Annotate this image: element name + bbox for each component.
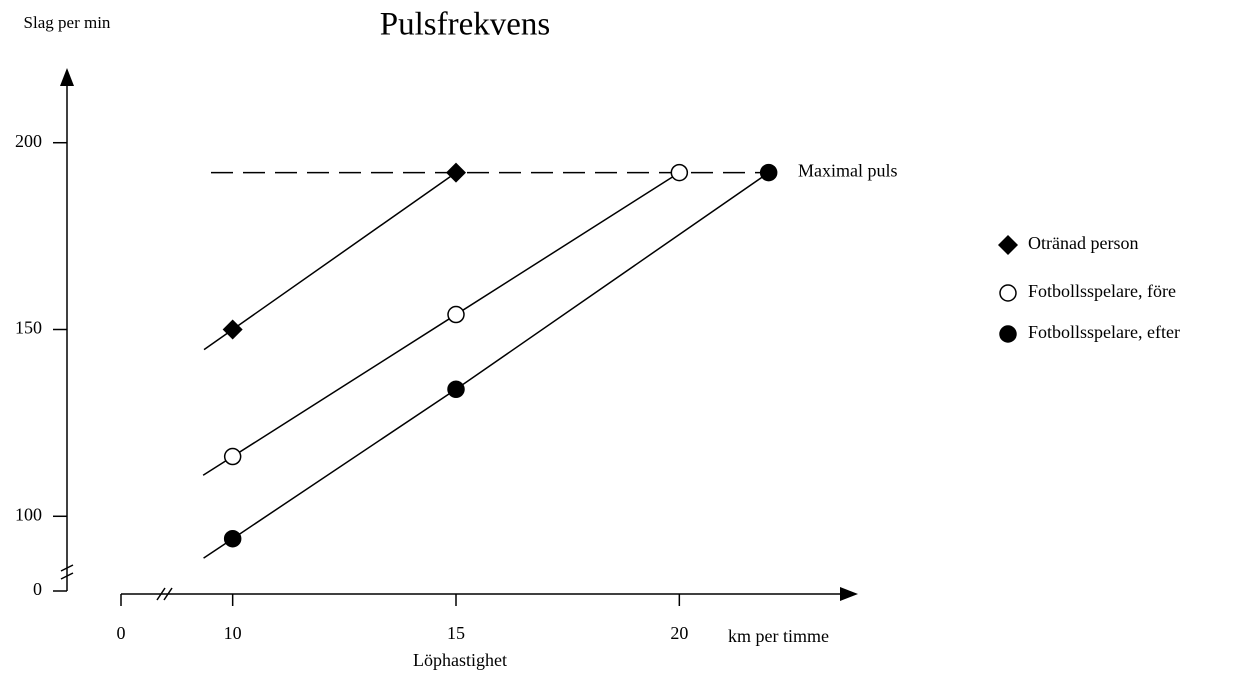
legend-marker — [999, 284, 1017, 302]
data-point — [670, 163, 689, 182]
y-tick-label: 200 — [15, 131, 42, 151]
x-tick-label: 10 — [224, 623, 242, 643]
y-axis-label: Slag per min — [23, 13, 111, 32]
series-line — [202, 171, 680, 476]
legend-label: Fotbollsspelare, efter — [1028, 322, 1180, 342]
x-axis-arrow — [840, 587, 858, 601]
data-point — [759, 163, 778, 182]
y-tick-label: 100 — [15, 504, 42, 524]
series-line — [203, 171, 457, 351]
axis-break — [163, 587, 173, 601]
legend-label: Otränad person — [1028, 233, 1138, 253]
reference-label: Maximal puls — [798, 161, 898, 181]
legend-marker — [998, 235, 1018, 255]
data-point — [447, 305, 465, 324]
y-axis-arrow — [60, 68, 74, 86]
x-axis-unit: km per timme — [728, 626, 829, 646]
axis-break — [60, 564, 74, 572]
data-point — [223, 529, 242, 548]
chart-title: Pulsfrekvens — [380, 7, 550, 43]
y-tick-label: 150 — [15, 318, 42, 338]
legend-label: Fotbollsspelare, före — [1028, 281, 1176, 301]
x-tick-label: 20 — [670, 623, 688, 643]
legend-marker — [999, 325, 1017, 343]
data-point — [222, 319, 243, 340]
axis-break — [156, 587, 166, 601]
axis-break — [60, 572, 74, 580]
x-tick-label: 0 — [117, 623, 126, 643]
y-tick-label: 0 — [33, 579, 42, 599]
x-axis-label: Löphastighet — [413, 650, 507, 670]
x-tick-label: 15 — [447, 623, 465, 643]
series-line — [203, 171, 770, 559]
data-point — [447, 380, 465, 399]
data-point — [223, 447, 242, 466]
data-point — [446, 162, 466, 183]
